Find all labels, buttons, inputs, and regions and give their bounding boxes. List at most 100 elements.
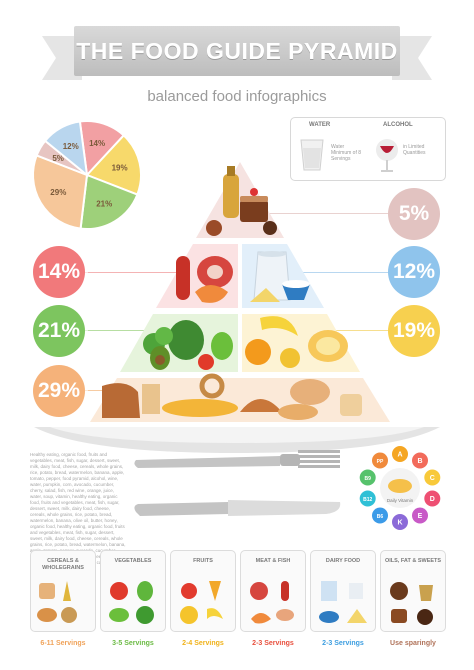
fork-handle	[134, 456, 280, 468]
chocolate-icon	[206, 220, 222, 236]
crackers-icon	[142, 384, 160, 414]
pct-circle-top: 5%	[388, 188, 440, 240]
vitamin-label: K	[397, 520, 402, 527]
water-label: WATER	[309, 122, 331, 128]
pie-slice-label: 21%	[96, 200, 112, 209]
pct-circle-grain: 29%	[33, 365, 85, 417]
fruit-foods-icon	[180, 581, 223, 624]
pumpkin-icon	[168, 320, 204, 360]
pct-circle-meat: 14%	[33, 246, 85, 298]
vitamin-wheel: A B C D E K B6 B12 B9 PP Daily Vitamin	[359, 446, 441, 530]
toast-icon	[340, 394, 362, 416]
title-banner	[42, 18, 432, 84]
card-title: MEAT & FISH	[255, 558, 291, 564]
vitamin-label: PP	[377, 459, 384, 465]
servings-vegetables: 3-5 Servings	[112, 640, 154, 647]
tomato-icon	[198, 354, 214, 370]
vitamin-label: C	[430, 475, 435, 482]
vitamin-badge	[424, 490, 441, 507]
plate-icon	[34, 427, 440, 453]
card-title: FRUITS	[193, 558, 213, 564]
card-vegetables: VEGETABLES	[100, 550, 166, 632]
vitamin-label: B	[417, 458, 422, 465]
cereal-foods-icon	[37, 581, 77, 623]
guide-line-top	[250, 213, 400, 214]
vitamin-label: E	[418, 513, 423, 520]
drinks-panel: WATER ALCOHOL Water Minimum of 8 Serving…	[290, 117, 446, 181]
cake-icon	[240, 188, 268, 222]
page-subtitle: balanced food infographics	[147, 88, 327, 105]
card-meat-fish: MEAT & FISH	[240, 550, 306, 632]
card-title: OILS, FAT & SWEETS	[384, 558, 442, 564]
milk-jug-icon	[253, 251, 291, 301]
sweet-foods-icon	[390, 582, 433, 625]
vitamin-label: B12	[363, 497, 372, 503]
banana-icon	[260, 316, 298, 336]
card-title: VEGETABLES	[114, 558, 152, 564]
card-title: CEREALS & WHOLEGRAINS	[42, 558, 84, 571]
pie-chart: 14% 19% 21% 29% 5% 12%	[32, 120, 142, 230]
oil-bottle-icon	[223, 166, 239, 218]
shrimp-icon	[195, 285, 228, 303]
guide-line-dairy	[300, 272, 390, 273]
cheese-icon	[250, 288, 280, 302]
vitamin-badge	[359, 469, 376, 486]
food-pyramid	[90, 162, 390, 422]
flour-sack-icon	[102, 383, 140, 418]
servings-cereals: 6-11 Servings	[40, 640, 86, 647]
pie-slice-label: 5%	[52, 154, 64, 163]
card-title: DAIRY FOOD	[325, 558, 361, 564]
pie-slice-label: 14%	[89, 139, 105, 148]
vitamin-badge	[372, 452, 388, 469]
guide-line-fruit	[320, 330, 390, 331]
vitamin-badge	[392, 514, 408, 530]
melon-icon	[308, 330, 348, 362]
chocolate-icon-2	[263, 221, 277, 235]
vitamin-badge	[412, 452, 428, 469]
vitamin-badge	[359, 490, 376, 507]
apple-icon	[280, 348, 300, 368]
pct-circle-fruit: 19%	[388, 305, 440, 357]
pie-slice	[79, 173, 139, 230]
vitamin-label: A	[397, 452, 402, 459]
orange-icon	[245, 339, 271, 365]
servings-fruits: 2-4 Servings	[182, 640, 224, 647]
dairy-foods-icon	[319, 581, 367, 623]
card-oils-sweets: OILS, FAT & SWEETS	[380, 550, 446, 632]
knife-icon	[134, 500, 341, 516]
page-title: THE FOOD GUIDE PYRAMID	[76, 37, 398, 64]
vitamin-badge	[412, 507, 428, 524]
water-text: Water Minimum of 8 Servings	[331, 144, 362, 162]
card-cereals: CEREALS & WHOLEGRAINS	[30, 550, 96, 632]
ribbon-ends	[42, 36, 432, 80]
guide-line-meat	[80, 272, 180, 273]
bun-icon	[278, 404, 318, 420]
serving-cards: CEREALS & WHOLEGRAINS VEGETABLES FRUITS …	[30, 550, 446, 632]
avocado-icon	[150, 346, 170, 370]
meat-foods-icon	[250, 581, 294, 624]
pie-slice-label: 29%	[50, 188, 66, 197]
baguette-icon	[162, 399, 238, 417]
servings-sweets: Use sparingly	[390, 640, 436, 647]
vitamin-badge	[392, 446, 408, 462]
vitamin-label: D	[430, 496, 435, 503]
vitamin-badge	[424, 469, 441, 486]
water-glass-icon	[300, 139, 324, 171]
card-fruits: FRUITS	[170, 550, 236, 632]
card-dairy: DAIRY FOOD	[310, 550, 376, 632]
sausage-icon	[176, 256, 190, 300]
vitamin-badge	[372, 507, 388, 524]
pct-circle-veg: 21%	[33, 305, 85, 357]
pie-slice	[32, 154, 89, 230]
yogurt-bowl-icon	[282, 280, 310, 300]
vegetable-foods-icon	[109, 581, 154, 624]
plate-description: Healthy eating, organic food, fruits and…	[30, 452, 126, 565]
vitamin-label: B6	[377, 514, 384, 520]
alcohol-label: ALCOHOL	[383, 122, 413, 128]
guide-line-veg	[80, 330, 150, 331]
servings-meat: 2-3 Servings	[252, 640, 294, 647]
wine-glass-icon	[376, 139, 398, 172]
vitamin-center-label: Daily Vitamin	[387, 498, 414, 503]
pepper-icon	[211, 332, 233, 360]
fork-icon	[280, 450, 340, 468]
